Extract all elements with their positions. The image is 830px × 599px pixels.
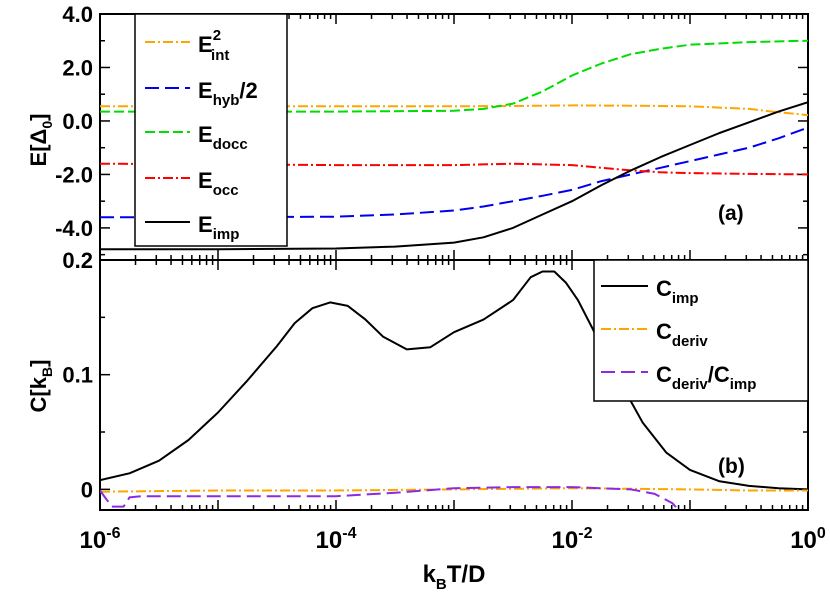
series-line-eint	[100, 104, 808, 117]
series-line-eimp	[100, 101, 808, 251]
legend-label-edocc: Edocc	[198, 122, 248, 153]
panel-b-series	[100, 270, 808, 510]
x-tick-label: 100	[790, 525, 826, 554]
x-axis-label: kBT/D	[423, 561, 486, 593]
y-tick-label: 0.2	[62, 248, 93, 273]
panel-b-y-tick-labels: 0.2 0.1 0	[62, 248, 93, 502]
y-tick-label: 0.0	[62, 109, 93, 134]
y-tick-label: -2.0	[55, 162, 93, 187]
series-line-eocc	[100, 162, 808, 176]
panel-a-y-tick-labels: 4.0 2.0 0.0 -2.0 -4.0	[55, 2, 93, 241]
y-tick-label: 2.0	[62, 55, 93, 80]
legend-label-cratio: Cderiv/Cimp	[656, 362, 756, 393]
panel-a-label: (a)	[718, 202, 744, 225]
y-tick-label: 0	[81, 477, 93, 502]
panel-a-y-axis-label: E[Δ0]	[26, 114, 55, 167]
panel-b-legend-box	[593, 259, 809, 402]
x-tick-label: 10-2	[552, 525, 593, 554]
panel-b-y-axis-label: C[kB]	[26, 360, 55, 413]
y-tick-label: -4.0	[55, 216, 93, 241]
series-line-edocc	[100, 39, 808, 113]
series-line-cderiv	[100, 487, 808, 493]
panel-a-legend-box	[134, 13, 288, 247]
legend-label-eint: E2 int	[198, 27, 229, 64]
series-line-cimp	[100, 270, 808, 491]
y-tick-label: 0.1	[62, 363, 93, 388]
series-line-ehyb	[100, 126, 808, 219]
legend-label-cderiv: Cderiv	[656, 319, 708, 350]
y-tick-label: 4.0	[62, 2, 93, 27]
x-tick-label: 10-6	[80, 525, 121, 554]
panel-b-label: (b)	[718, 455, 745, 478]
panel-b-legend: Cimp Cderiv Cderiv/Cimp	[593, 259, 809, 402]
legend-label-eimp: Eimp	[198, 212, 239, 243]
series-line-cratio	[100, 486, 680, 510]
panel-a-series	[100, 39, 808, 251]
x-tick-label: 10-4	[316, 525, 357, 554]
legend-label-eocc: Eocc	[198, 168, 239, 199]
x-tick-labels: 10-6 10-4 10-2 100	[80, 525, 826, 554]
legend-label-ehyb: Ehyb/2	[198, 78, 258, 109]
panel-a-legend: E2 int Ehyb/2 Edocc Eocc Eimp	[134, 13, 288, 247]
legend-label-cimp: Cimp	[656, 276, 699, 307]
